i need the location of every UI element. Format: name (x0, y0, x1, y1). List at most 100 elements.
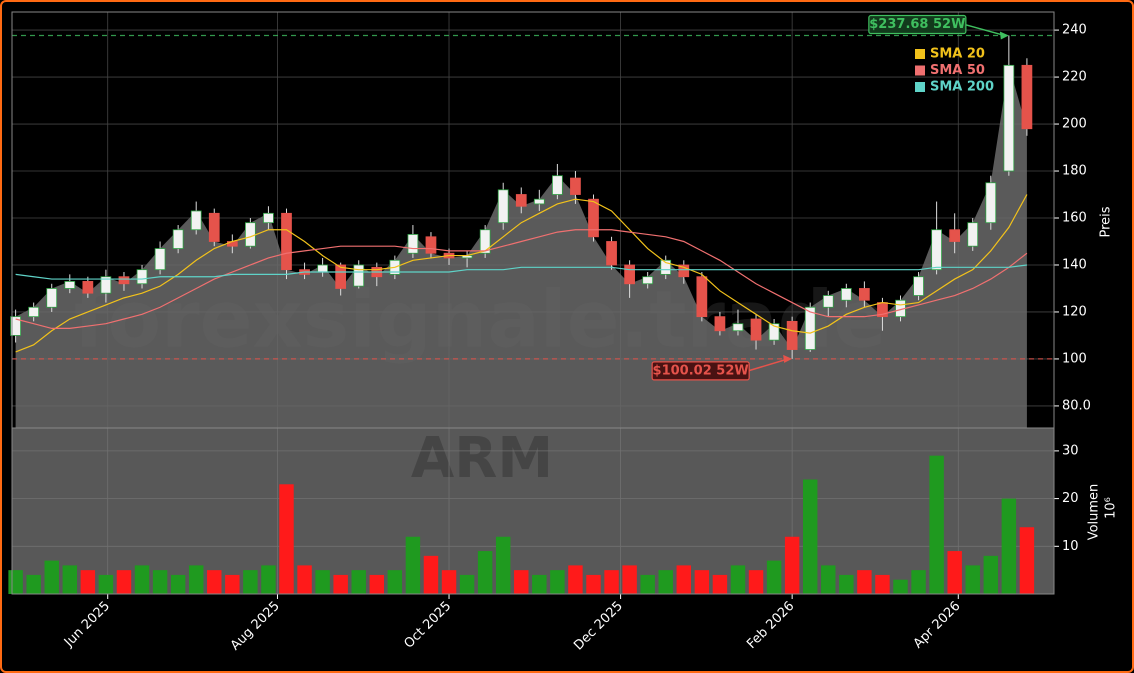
y-tick-label: 140 (1062, 257, 1087, 272)
volume-bar (26, 574, 41, 594)
legend-swatch (915, 82, 925, 92)
y-tick-label: 20 (1062, 491, 1079, 506)
candle-body (208, 212, 220, 242)
volume-bar (80, 570, 96, 594)
candle-body (624, 264, 635, 285)
x-tick-label: Jun 2025 (61, 599, 113, 651)
volume-panel (12, 428, 1054, 594)
volume-bar (568, 565, 583, 594)
volume-bar (387, 570, 403, 594)
volume-bar (532, 574, 547, 594)
panel-frame (11, 427, 1055, 595)
volume-bar (477, 551, 493, 594)
volume-bar (261, 565, 276, 594)
volume-bar (441, 570, 457, 594)
volume-bar (712, 574, 728, 594)
volume-bar (748, 570, 764, 594)
candle-body (732, 323, 744, 332)
candle-body (786, 320, 798, 350)
sma-line (15, 229, 1028, 330)
candle-body (479, 229, 491, 254)
y-axis-label: Volumen (1087, 484, 1102, 541)
volume-bar (225, 574, 240, 594)
volume-bar (279, 484, 294, 594)
candle-body (552, 175, 563, 195)
volume-bar (134, 565, 150, 594)
volume-bar (351, 570, 366, 594)
candle-body (642, 276, 654, 285)
candle-body (913, 276, 924, 296)
volume-bar (965, 565, 980, 594)
volume-bar (423, 555, 439, 594)
candle-body (100, 276, 112, 294)
candle-body (226, 241, 238, 247)
volume-bar (98, 574, 114, 594)
volume-bar (694, 570, 710, 594)
volume-bar (730, 565, 746, 594)
y-tick-label: 220 (1062, 70, 1087, 85)
candle-body (425, 236, 437, 254)
candle-body (353, 264, 365, 287)
candle-body (678, 264, 690, 278)
candle-body (118, 276, 130, 285)
candle-body (497, 189, 509, 224)
candle-body (588, 198, 599, 238)
annotation-arrowhead (783, 354, 793, 363)
y-tick-label: 240 (1062, 23, 1087, 38)
candle-body (335, 264, 347, 289)
y-tick-label: 120 (1062, 304, 1087, 319)
volume-bar (514, 570, 529, 594)
volume-bar (802, 479, 818, 594)
volume-bar (947, 551, 962, 594)
candle-body (931, 229, 942, 271)
candle-body (606, 241, 617, 266)
candle-body (263, 212, 274, 224)
candle-body (1003, 64, 1015, 172)
candle-body (1021, 64, 1033, 130)
candle-body (281, 212, 292, 271)
candle-body (949, 229, 961, 242)
y-tick-label: 100 (1062, 351, 1087, 366)
y-axis-label: Preis (1099, 206, 1114, 237)
candle-body (10, 316, 21, 336)
x-tick-label: Dec 2025 (571, 599, 626, 654)
volume-bar (44, 560, 59, 594)
candle-body (82, 281, 94, 294)
candle-body (190, 210, 202, 231)
candle-body (515, 194, 527, 207)
volume-bar (8, 570, 23, 594)
y-tick-label: 180 (1062, 164, 1087, 179)
legend-label: SMA 200 (930, 80, 994, 95)
volume-bar (875, 574, 890, 594)
y-tick-label: 10 (1062, 539, 1079, 554)
x-tick-label: Apr 2026 (911, 599, 964, 652)
y-tick-label: 30 (1062, 443, 1079, 458)
candle-body (570, 177, 581, 195)
candle-body (967, 222, 979, 247)
volume-bar (62, 565, 78, 594)
volume-bar (405, 536, 421, 594)
candle-body (714, 316, 726, 332)
sma-line (15, 264, 1027, 280)
candle-body (533, 198, 545, 205)
volume-bar (622, 565, 637, 594)
annotation-arrowhead (999, 31, 1009, 40)
volume-bar (116, 570, 132, 594)
watermark: ARM (411, 426, 553, 491)
volume-bar (857, 570, 872, 594)
volume-bar (495, 536, 511, 594)
volume-bar (586, 574, 601, 594)
candle-body (804, 306, 816, 350)
annotation-arrow (747, 358, 789, 372)
annotation-box (651, 361, 750, 381)
candle-body (985, 182, 997, 224)
volume-bar (333, 574, 348, 594)
x-tick-label: Aug 2025 (228, 599, 283, 654)
volume-bar (929, 455, 944, 594)
volume-bar (893, 579, 908, 594)
x-tick-label: Feb 2026 (744, 599, 797, 652)
volume-bar (315, 570, 330, 594)
volume-bar (983, 555, 999, 594)
volume-bar (821, 565, 836, 594)
